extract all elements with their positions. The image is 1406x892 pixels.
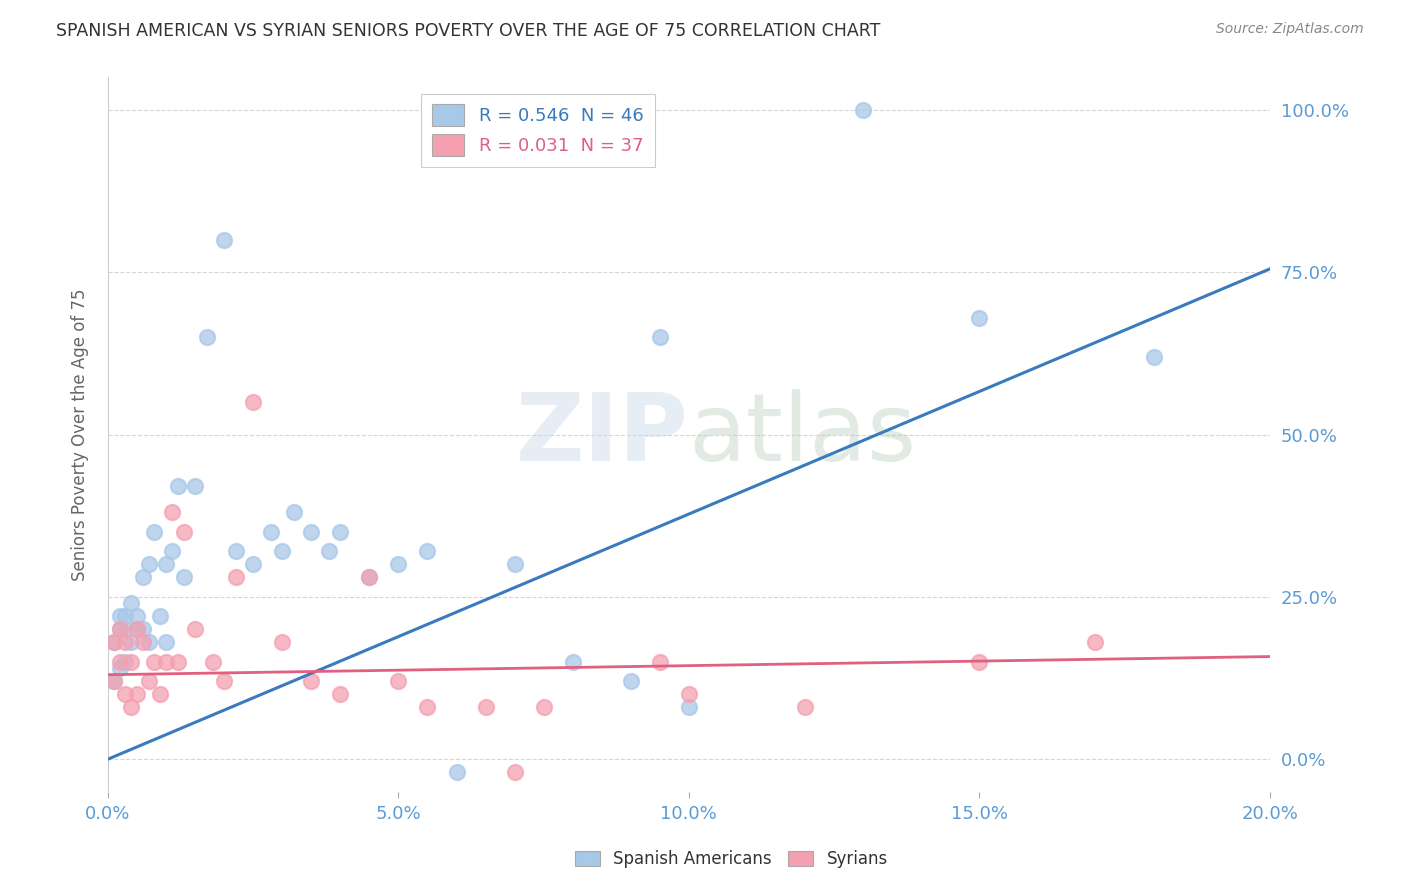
Point: [143, 655, 166, 669]
Point: [416, 544, 439, 558]
Point: [969, 310, 991, 325]
Point: [620, 674, 643, 689]
Point: [138, 558, 160, 572]
Point: [318, 544, 340, 558]
Point: [125, 609, 148, 624]
Point: [259, 524, 281, 539]
Point: [794, 700, 817, 714]
Point: [120, 596, 142, 610]
Point: [160, 505, 183, 519]
Point: [852, 103, 875, 117]
Point: [149, 687, 172, 701]
Point: [387, 674, 409, 689]
Point: [103, 674, 125, 689]
Point: [648, 330, 671, 344]
Legend: Spanish Americans, Syrians: Spanish Americans, Syrians: [568, 844, 894, 875]
Point: [155, 635, 177, 649]
Point: [108, 622, 131, 636]
Point: [283, 505, 305, 519]
Point: [166, 655, 188, 669]
Point: [114, 635, 136, 649]
Point: [503, 558, 526, 572]
Point: [125, 687, 148, 701]
Point: [329, 687, 352, 701]
Point: [108, 622, 131, 636]
Point: [114, 622, 136, 636]
Point: [120, 635, 142, 649]
Point: [387, 558, 409, 572]
Point: [242, 395, 264, 409]
Point: [120, 700, 142, 714]
Point: [108, 661, 131, 675]
Point: [138, 674, 160, 689]
Point: [114, 655, 136, 669]
Point: [359, 570, 381, 584]
Point: [143, 524, 166, 539]
Point: [212, 233, 235, 247]
Point: [173, 570, 195, 584]
Point: [125, 622, 148, 636]
Point: [242, 558, 264, 572]
Point: [561, 655, 583, 669]
Point: [149, 609, 172, 624]
Point: [132, 570, 155, 584]
Point: [969, 655, 991, 669]
Text: atlas: atlas: [689, 389, 917, 481]
Point: [503, 765, 526, 780]
Point: [155, 558, 177, 572]
Point: [132, 635, 155, 649]
Point: [1142, 350, 1164, 364]
Point: [155, 655, 177, 669]
Point: [1084, 635, 1107, 649]
Point: [103, 674, 125, 689]
Point: [138, 635, 160, 649]
Point: [299, 524, 322, 539]
Point: [329, 524, 352, 539]
Y-axis label: Seniors Poverty Over the Age of 75: Seniors Poverty Over the Age of 75: [72, 288, 89, 581]
Text: ZIP: ZIP: [516, 389, 689, 481]
Point: [225, 570, 247, 584]
Point: [108, 609, 131, 624]
Point: [114, 609, 136, 624]
Point: [125, 622, 148, 636]
Point: [648, 655, 671, 669]
Point: [201, 655, 224, 669]
Point: [166, 479, 188, 493]
Point: [160, 544, 183, 558]
Legend: R = 0.546  N = 46, R = 0.031  N = 37: R = 0.546 N = 46, R = 0.031 N = 37: [422, 94, 655, 167]
Point: [271, 635, 294, 649]
Point: [225, 544, 247, 558]
Point: [416, 700, 439, 714]
Point: [446, 765, 468, 780]
Point: [299, 674, 322, 689]
Point: [195, 330, 218, 344]
Point: [533, 700, 555, 714]
Point: [359, 570, 381, 584]
Point: [103, 635, 125, 649]
Point: [184, 479, 207, 493]
Point: [114, 687, 136, 701]
Text: Source: ZipAtlas.com: Source: ZipAtlas.com: [1216, 22, 1364, 37]
Point: [108, 655, 131, 669]
Point: [271, 544, 294, 558]
Point: [678, 687, 700, 701]
Point: [678, 700, 700, 714]
Text: SPANISH AMERICAN VS SYRIAN SENIORS POVERTY OVER THE AGE OF 75 CORRELATION CHART: SPANISH AMERICAN VS SYRIAN SENIORS POVER…: [56, 22, 880, 40]
Point: [103, 635, 125, 649]
Point: [173, 524, 195, 539]
Point: [474, 700, 496, 714]
Point: [212, 674, 235, 689]
Point: [120, 655, 142, 669]
Point: [184, 622, 207, 636]
Point: [132, 622, 155, 636]
